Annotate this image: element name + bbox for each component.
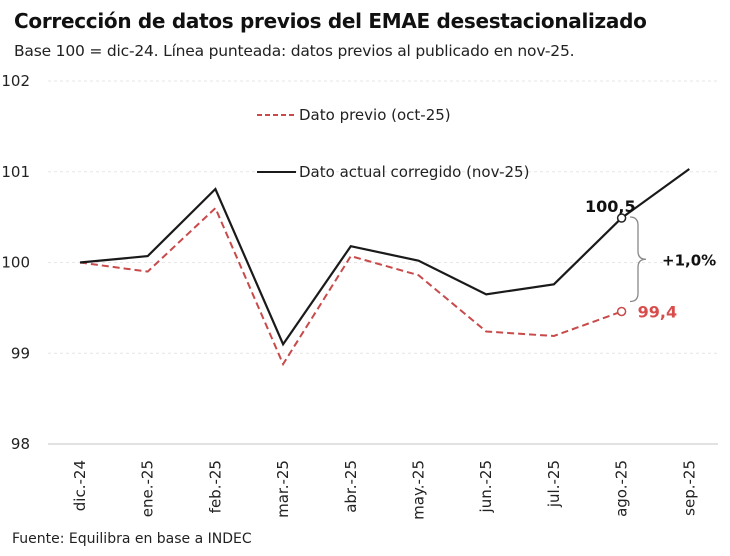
x-tick-label-8: ago.-25 xyxy=(613,460,631,517)
x-axis: dic.-24 ene.-25 feb.-25 mar.-25 abr.-25 may.-… xyxy=(71,460,698,520)
y-tick-label-99: 99 xyxy=(11,344,30,362)
source-note: Fuente: Equilibra en base a INDEC xyxy=(12,531,252,547)
x-tick-label-5: may.-25 xyxy=(410,460,428,520)
x-tick-label-9: sep.-25 xyxy=(680,460,698,516)
series-line-previo xyxy=(79,206,622,367)
chart-title: Corrección de datos previos del EMAE des… xyxy=(14,9,647,33)
y-tick-label-100: 100 xyxy=(1,254,30,272)
x-tick-label-1: ene.-25 xyxy=(139,460,157,517)
series-lines xyxy=(79,168,690,367)
gridlines xyxy=(48,80,718,445)
annotations: 100,5 99,4 +1,0% xyxy=(585,197,716,321)
marker-previo-ago xyxy=(616,306,627,317)
x-tick-label-2: feb.-25 xyxy=(206,460,224,513)
x-tick-label-0: dic.-24 xyxy=(71,460,89,511)
legend-label-previo: Dato previo (oct-25) xyxy=(299,106,451,124)
chart-subtitle: Base 100 = dic-24. Línea punteada: datos… xyxy=(14,42,575,60)
y-tick-label-101: 101 xyxy=(1,163,30,181)
annotation-actual-value: 100,5 xyxy=(585,197,636,216)
annotation-difference: +1,0% xyxy=(662,251,716,269)
x-tick-label-4: abr.-25 xyxy=(342,460,360,513)
legend-label-actual: Dato actual corregido (nov-25) xyxy=(299,163,529,181)
y-axis: 98 99 100 101 102 xyxy=(1,72,30,453)
y-tick-label-102: 102 xyxy=(1,72,30,90)
bracket-difference xyxy=(629,216,647,303)
x-tick-label-6: jun.-25 xyxy=(477,460,495,513)
legend: Dato previo (oct-25) Dato actual corregid… xyxy=(257,106,529,181)
x-tick-label-3: mar.-25 xyxy=(274,460,292,518)
marker-actual-ago xyxy=(616,213,627,223)
y-tick-label-98: 98 xyxy=(11,435,30,453)
x-tick-label-7: jul.-25 xyxy=(545,460,563,508)
series-line-actual xyxy=(79,168,690,347)
annotation-previo-value: 99,4 xyxy=(638,303,677,322)
